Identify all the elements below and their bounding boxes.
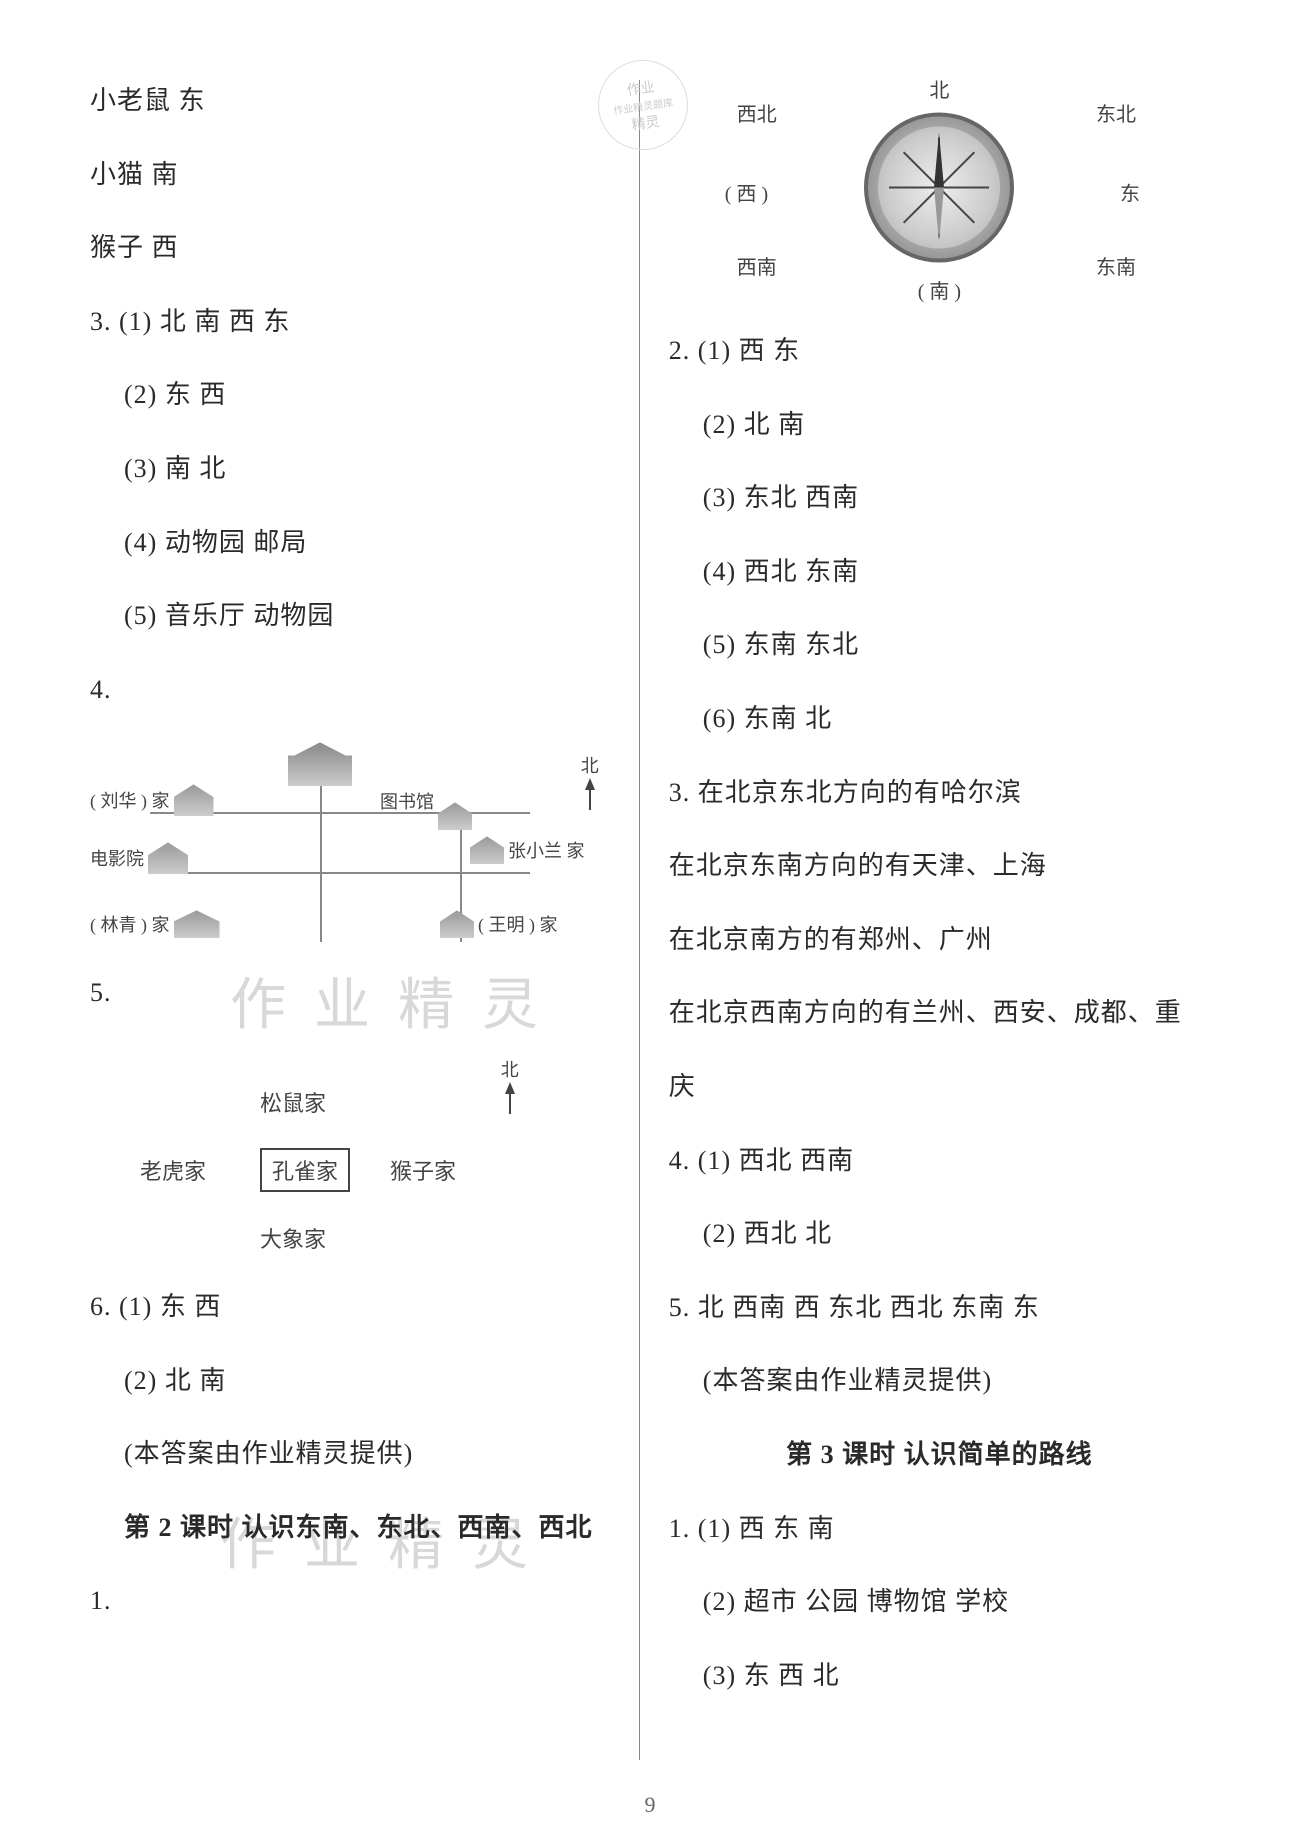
text-line: 4. (1) 西北 西南: [669, 1140, 1210, 1182]
text-line: 庆: [669, 1066, 1210, 1108]
stamp-line3: 精灵: [630, 110, 661, 134]
text-line: (5) 音乐厅 动物园: [90, 595, 609, 637]
map-label: ( 刘华 ) 家: [90, 787, 170, 813]
text-line: (2) 超市 公园 博物馆 学校: [669, 1581, 1210, 1623]
text-line: (6) 东南 北: [669, 698, 1210, 740]
text-line: 5. 北 西南 西 东北 西北 东南 东: [669, 1287, 1210, 1329]
animal-squirrel: 松鼠家: [260, 1086, 326, 1118]
animal-diagram-q5: 北 松鼠家 老虎家 孔雀家 猴子家 大象家: [90, 1046, 609, 1266]
map-diagram-q4: 北 ( 刘华 ) 家 图书馆: [90, 742, 609, 952]
text-line: 3. (1) 北 南 西 东: [90, 301, 609, 343]
house-icon: [174, 784, 214, 816]
map-label: ( 林青 ) 家: [90, 911, 170, 937]
map-node-libhouse: [438, 802, 472, 830]
map-label: 图书馆: [380, 788, 434, 814]
text-line: (5) 东南 东北: [669, 624, 1210, 666]
animal-monkey: 猴子家: [390, 1154, 456, 1186]
page-container: 小老鼠 东 小猫 南 猴子 西 3. (1) 北 南 西 东 (2) 东 西 (…: [90, 80, 1210, 1760]
map-node-linqing: ( 林青 ) 家: [90, 910, 220, 938]
lesson-3-title: 第 3 课时 认识简单的路线: [669, 1434, 1210, 1476]
map-node-library: 图书馆: [380, 788, 434, 814]
house-icon: [174, 910, 220, 938]
text-line: 在北京南方的有郑州、广州: [669, 919, 1210, 961]
page-number: 9: [645, 1792, 656, 1818]
compass-se: 东南: [1096, 251, 1136, 280]
text-line: 在北京西南方向的有兰州、西安、成都、重: [669, 992, 1210, 1034]
right-column: 北 ( 南 ) 东 ( 西 ) 东北 西北 东南 西南 2. (1) 西 东 (…: [639, 80, 1210, 1760]
text-line: (本答案由作业精灵提供): [90, 1433, 609, 1475]
house-icon: [440, 910, 474, 938]
map-label: ( 王明 ) 家: [478, 911, 558, 937]
house-icon: [148, 842, 188, 874]
map-label: 张小兰 家: [508, 837, 585, 863]
compass-nw: 西北: [737, 98, 777, 127]
column-divider: [639, 80, 640, 1760]
compass-s: ( 南 ): [918, 275, 961, 304]
map-node-cinema: 电影院: [90, 842, 188, 874]
north-arrow: 北: [501, 1056, 519, 1114]
compass-sw: 西南: [737, 251, 777, 280]
north-label: 北: [501, 1056, 519, 1082]
compass-w: ( 西 ): [725, 178, 768, 207]
text-line: 1. (1) 西 东 南: [669, 1508, 1210, 1550]
text-line: 在北京东南方向的有天津、上海: [669, 845, 1210, 887]
house-icon: [470, 836, 504, 864]
map-node-wangming: ( 王明 ) 家: [440, 910, 558, 938]
house-icon: [438, 802, 472, 830]
text-line: (3) 东北 西南: [669, 477, 1210, 519]
text-line: 3. 在北京东北方向的有哈尔滨: [669, 772, 1210, 814]
compass-n: 北: [929, 74, 949, 103]
text-line: (4) 动物园 邮局: [90, 522, 609, 564]
text-line: 猴子 西: [90, 227, 609, 269]
map-label: 电影院: [90, 845, 144, 871]
animal-peacock: 孔雀家: [260, 1148, 350, 1192]
text-line: 小猫 南: [90, 154, 609, 196]
compass-body: [864, 113, 1014, 263]
text-line: 2. (1) 西 东: [669, 330, 1210, 372]
text-line: 1.: [90, 1580, 609, 1622]
map-node-zhang: 张小兰 家: [470, 836, 585, 864]
map-node-liuhua: ( 刘华 ) 家: [90, 784, 214, 816]
text-line: (3) 东 西 北: [669, 1655, 1210, 1697]
text-line: 小老鼠 东: [90, 80, 609, 122]
compass-e: 东: [1120, 178, 1140, 207]
text-line: (本答案由作业精灵提供): [669, 1360, 1210, 1402]
text-line: (2) 北 南: [90, 1360, 609, 1402]
left-column: 小老鼠 东 小猫 南 猴子 西 3. (1) 北 南 西 东 (2) 东 西 (…: [90, 80, 639, 1760]
text-line: (2) 北 南: [669, 404, 1210, 446]
compass-ne: 东北: [1096, 98, 1136, 127]
text-line: 6. (1) 东 西: [90, 1286, 609, 1328]
animal-tiger: 老虎家: [140, 1154, 206, 1186]
compass-diagram: 北 ( 南 ) 东 ( 西 ) 东北 西北 东南 西南: [669, 80, 1210, 310]
map-node-book: [288, 742, 352, 786]
north-arrow: 北: [581, 752, 599, 810]
animal-elephant: 大象家: [260, 1222, 326, 1254]
text-line: (2) 西北 北: [669, 1213, 1210, 1255]
text-line: (2) 东 西: [90, 374, 609, 416]
lesson-2-title: 第 2 课时 认识东南、东北、西南、西北: [90, 1507, 609, 1549]
text-line: (4) 西北 东南: [669, 551, 1210, 593]
text-line: 5.: [90, 972, 609, 1014]
text-line: 4.: [90, 669, 609, 711]
north-label: 北: [581, 752, 599, 778]
text-line: (3) 南 北: [90, 448, 609, 490]
house-icon: [288, 742, 352, 786]
